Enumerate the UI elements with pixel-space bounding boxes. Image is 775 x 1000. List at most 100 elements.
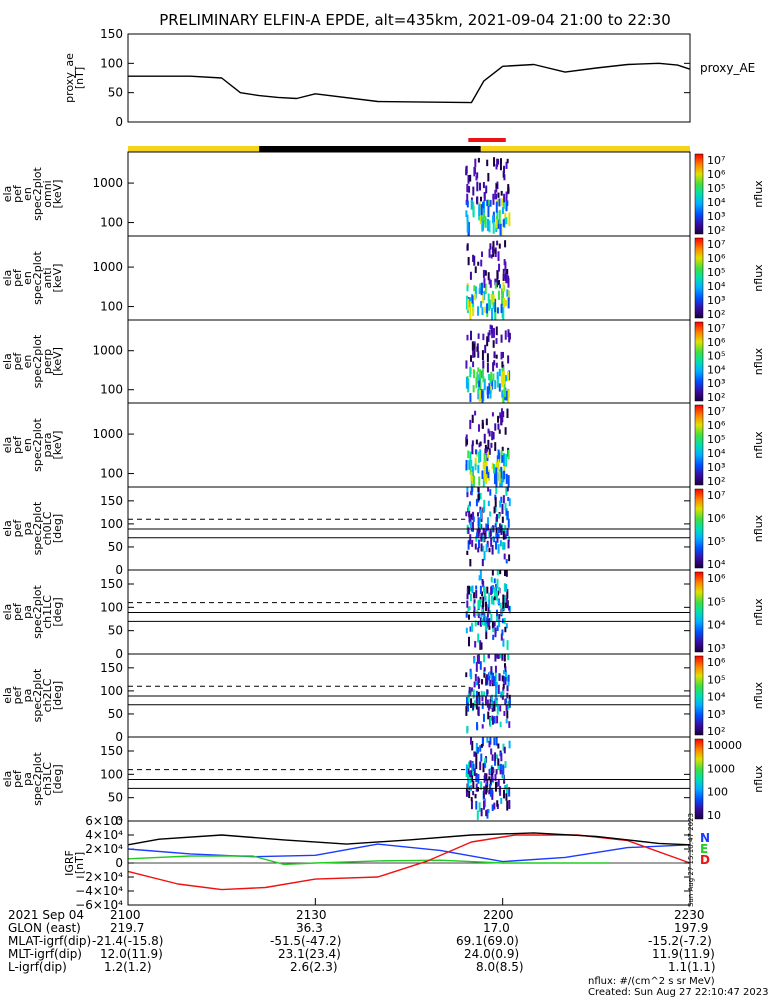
heatmap-cell: [478, 380, 481, 390]
heatmap-cell: [496, 590, 499, 601]
heatmap-cell: [507, 680, 510, 687]
colorbar-tick-pa_ch3-0: 10000: [707, 739, 742, 752]
heatmap-cell: [507, 518, 510, 528]
heatmap-cell: [494, 278, 497, 286]
heatmap-cell: [501, 618, 504, 624]
heatmap-cell: [500, 190, 503, 196]
heatmap-cell: [468, 460, 471, 470]
heatmap-cell: [491, 716, 494, 725]
heatmap-cell: [483, 378, 486, 391]
heatmap-cell: [507, 674, 510, 682]
heatmap-cell: [477, 487, 480, 492]
heatmap-cell: [497, 758, 500, 766]
heatmap-cell: [491, 570, 494, 576]
heatmap-cell: [502, 297, 505, 308]
panel-frame-spec_omni: [127, 151, 691, 237]
ylabel-pa_ch1-2: pa: [21, 605, 34, 619]
heatmap-cell: [470, 459, 473, 469]
ylabel-spec_omni-2: en: [21, 187, 34, 201]
heatmap-cell: [502, 306, 505, 320]
heatmap-cell: [503, 746, 506, 754]
heatmap-cell: [476, 696, 479, 705]
footer-mlat-2: 69.1(69.0): [456, 934, 519, 948]
heatmap-cell: [468, 606, 471, 611]
heatmap-cell: [497, 599, 500, 605]
heatmap-cell: [473, 606, 476, 613]
ylabel-pa_ch1-4: ch1LC: [41, 595, 54, 629]
heatmap-cell: [483, 278, 486, 288]
heatmap-cell: [472, 254, 475, 262]
heatmap-cell: [491, 704, 494, 712]
heatmap-cell: [496, 270, 499, 280]
heatmap-cell: [474, 158, 477, 168]
ylabel-spec_perp-3: spec2plot: [31, 334, 44, 388]
colorbar-tick-spec_para-5: 10²: [707, 475, 725, 488]
heatmap-cell: [492, 362, 495, 372]
heatmap-cell: [499, 540, 502, 547]
colorbar-pa_ch0: [694, 488, 704, 569]
heatmap-cell: [498, 210, 501, 224]
heatmap-cell: [470, 521, 473, 529]
heatmap-cell: [479, 509, 482, 519]
heatmap-cell: [497, 534, 500, 539]
panels-group: proxy_ae[nT]150100500proxy_AEelapefenspe…: [1, 27, 765, 912]
colorbar-tick-spec_perp-2: 10⁵: [707, 350, 725, 363]
heatmap-cell: [486, 517, 489, 525]
heatmap-cell: [495, 514, 498, 522]
heatmap-cell: [505, 375, 508, 382]
heatmap-cell: [469, 451, 472, 463]
heatmap-cell: [488, 278, 491, 285]
heatmap-cell: [490, 386, 493, 393]
ylabel-pa_ch2-4: ch2LC: [41, 678, 54, 712]
heatmap-cell: [465, 706, 468, 716]
heatmap-cell: [495, 467, 498, 479]
heatmap-cell: [503, 789, 506, 799]
heatmap-cell: [486, 540, 489, 548]
heatmap-cell: [502, 670, 505, 675]
heatmap-cell: [479, 599, 482, 607]
heatmap-cell: [488, 672, 491, 681]
heatmap-cell: [500, 753, 503, 762]
heatmap-cell: [477, 655, 480, 664]
colorbar-tick-pa_ch2-0: 10⁶: [707, 656, 726, 669]
colorbar-tick-spec_para-3: 10⁴: [707, 447, 726, 460]
heatmap-cell: [468, 585, 471, 595]
heatmap-cell: [467, 767, 470, 778]
heatmap-cell: [481, 350, 484, 361]
heatmap-cell: [500, 466, 503, 479]
heatmap-cell: [482, 800, 485, 810]
heatmap-cell: [490, 371, 493, 382]
colorbar-label-spec_perp: nflux: [752, 347, 765, 375]
series-line-igrf-N: [127, 843, 691, 863]
heatmap-cell: [484, 444, 487, 450]
heatmap-cell: [472, 516, 475, 522]
heatmap-cell: [487, 472, 490, 479]
colorbar-tick-spec_perp-1: 10⁶: [707, 336, 726, 349]
heatmap-cell: [479, 492, 482, 500]
heatmap-cell: [502, 675, 505, 684]
heatmap-cell: [497, 684, 500, 695]
heatmap-cell: [506, 589, 509, 599]
heatmap-cell: [490, 748, 493, 755]
heatmap-cell: [473, 347, 476, 358]
heatmap-cell: [476, 746, 479, 754]
heatmap-cell: [475, 704, 478, 710]
heatmap-cell: [505, 793, 508, 801]
heatmap-cell: [504, 670, 507, 681]
heatmap-cell: [502, 764, 505, 770]
heatmap-cell: [504, 626, 507, 633]
heatmap-cell: [466, 334, 469, 341]
heatmap-cell: [474, 640, 477, 648]
footer-mlat-3: -15.2(-7.2): [648, 934, 712, 948]
heatmap-cell: [477, 787, 480, 792]
heatmap-cell: [478, 374, 481, 387]
heatmap-cell: [473, 599, 476, 604]
heatmap-cell: [496, 279, 499, 288]
plot-title: PRELIMINARY ELFIN-A EPDE, alt=435km, 202…: [159, 11, 671, 29]
heatmap-cell: [473, 681, 476, 688]
ytick-igrf-1: 4×10⁴: [85, 828, 123, 842]
heatmap-cell: [508, 740, 511, 749]
heatmap-cell: [473, 369, 476, 379]
heatmap-cell: [494, 306, 497, 320]
heatmap-cell: [494, 781, 497, 792]
